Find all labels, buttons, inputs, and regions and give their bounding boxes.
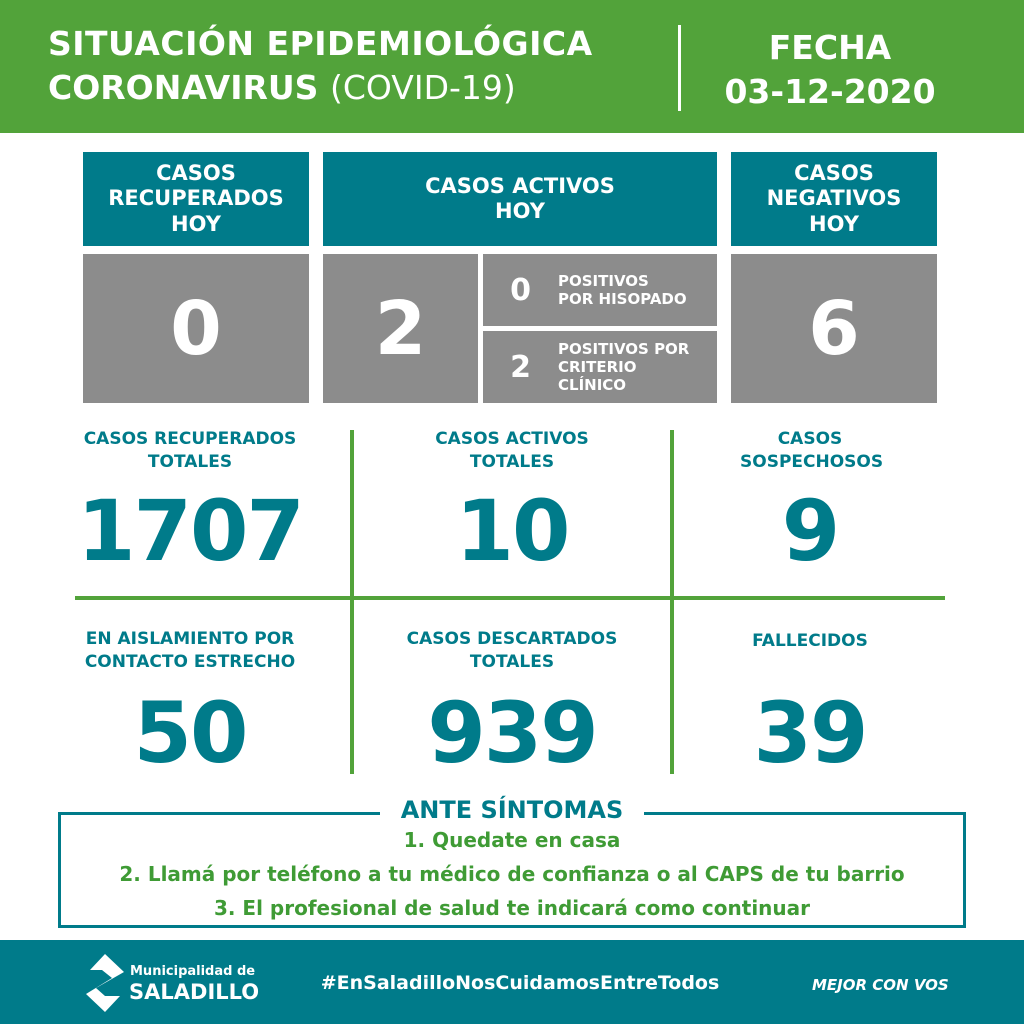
date-label: FECHA xyxy=(768,28,892,67)
total-recovered-label: CASOS RECUPERADOS TOTALES xyxy=(83,429,297,472)
negative-today-value: 6 xyxy=(731,254,937,403)
isolation-value: 50 xyxy=(133,684,249,782)
symptom-step-2: 2. Llamá por teléfono a tu médico de con… xyxy=(119,862,905,886)
swab-positive-value: 0 xyxy=(510,272,531,308)
recovered-today-value: 0 xyxy=(83,254,309,403)
swab-positive-label: POSITIVOS POR HISOPADO xyxy=(558,272,687,308)
suspected-label: CASOS SOSPECHOSOS xyxy=(740,429,884,472)
title-line1: SITUACIÓN EPIDEMIOLÓGICA xyxy=(48,24,593,63)
slogan: MEJOR CON VOS xyxy=(812,976,949,994)
isolation-label: EN AISLAMIENTO POR CONTACTO ESTRECHO xyxy=(84,629,296,672)
grid-line-v1 xyxy=(350,430,354,774)
recovered-today-header: CASOS RECUPERADOS HOY xyxy=(83,152,309,246)
deaths-label: FALLECIDOS xyxy=(752,631,868,651)
discarded-label: CASOS DESCARTADOS TOTALES xyxy=(406,629,618,672)
total-active-value: 10 xyxy=(455,482,571,580)
logo-saladillo: SALADILLO xyxy=(129,980,260,1004)
date-value: 03-12-2020 xyxy=(724,72,936,111)
swab-positive-box: 0 POSITIVOS POR HISOPADO xyxy=(483,254,717,326)
title-covid: (COVID-19) xyxy=(329,68,516,107)
active-today-value: 2 xyxy=(323,254,478,403)
total-recovered-value: 1707 xyxy=(77,482,305,580)
total-active-label: CASOS ACTIVOS TOTALES xyxy=(435,429,589,472)
active-today-header: CASOS ACTIVOS HOY xyxy=(323,152,717,246)
grid-line-v2 xyxy=(670,430,674,774)
header-banner: SITUACIÓN EPIDEMIOLÓGICA CORONAVIRUS (CO… xyxy=(0,0,1024,133)
symptom-step-1: 1. Quedate en casa xyxy=(403,828,621,852)
title-line2: CORONAVIRUS (COVID-19) xyxy=(48,68,516,107)
symptom-step-3: 3. El profesional de salud te indicará c… xyxy=(213,896,811,920)
title-coronavirus: CORONAVIRUS xyxy=(48,68,319,107)
grid-line-h xyxy=(75,596,945,600)
header-divider xyxy=(678,25,681,111)
logo-municipalidad: Municipalidad de xyxy=(130,964,256,979)
deaths-value: 39 xyxy=(753,684,869,782)
clinical-positive-box: 2 POSITIVOS POR CRITERIO CLÍNICO xyxy=(483,331,717,403)
clinical-positive-label: POSITIVOS POR CRITERIO CLÍNICO xyxy=(558,340,690,394)
saladillo-logo-icon xyxy=(86,954,124,1012)
negative-today-header: CASOS NEGATIVOS HOY xyxy=(731,152,937,246)
hashtag: #EnSaladilloNosCuidamosEntreTodos xyxy=(320,972,720,994)
footer-banner: Municipalidad de SALADILLO #EnSaladilloN… xyxy=(0,940,1024,1024)
discarded-value: 939 xyxy=(427,684,598,782)
clinical-positive-value: 2 xyxy=(510,349,531,385)
suspected-value: 9 xyxy=(781,482,840,580)
symptoms-title: ANTE SÍNTOMAS xyxy=(380,796,644,824)
